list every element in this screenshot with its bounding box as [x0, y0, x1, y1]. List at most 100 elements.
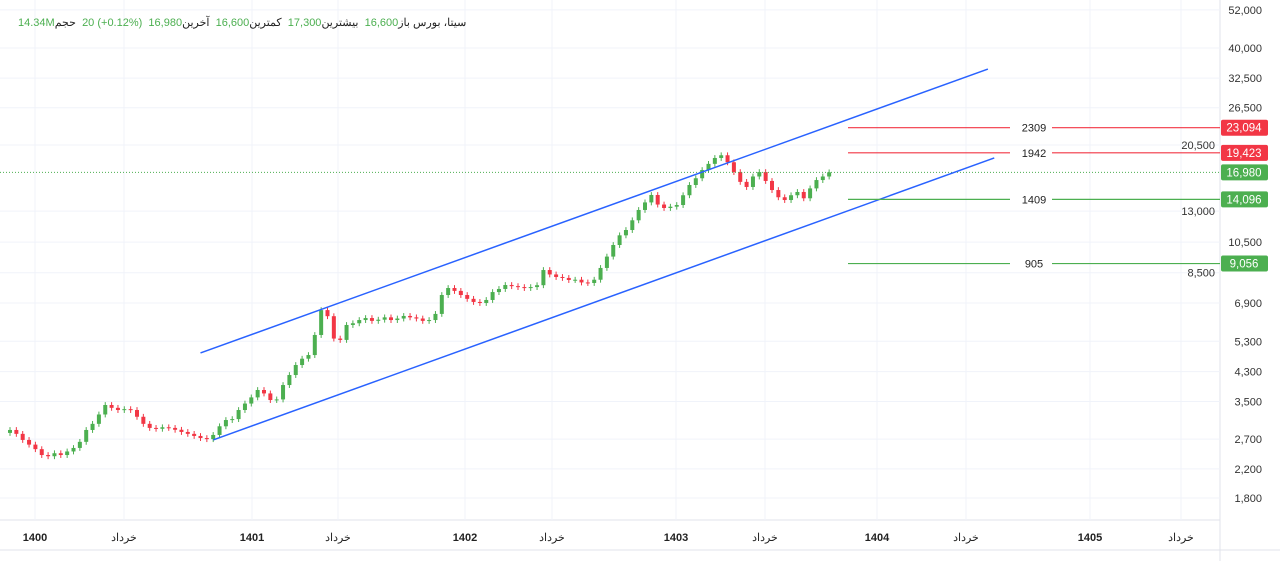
- y-tick-label: 6,900: [1234, 298, 1262, 310]
- ohlc-legend: سیتا، بورس باز16,600 بیشترین17,300 کمتری…: [18, 16, 466, 29]
- candle-body: [458, 290, 463, 296]
- candle-body: [795, 191, 800, 196]
- candle-body: [801, 191, 806, 199]
- candle-body: [300, 358, 305, 366]
- candle-body: [27, 439, 32, 445]
- candle-body: [173, 427, 178, 430]
- x-tick-label: 1403: [664, 532, 688, 544]
- y-tick-label: 20,500: [1181, 140, 1215, 152]
- candle-body: [827, 172, 832, 177]
- candle-body: [262, 390, 266, 394]
- y-tick-label: 8,500: [1187, 268, 1215, 280]
- high-value: 17,300: [287, 17, 322, 29]
- level-price-badge-bg: [1221, 255, 1268, 272]
- candle-body: [700, 170, 705, 179]
- candle-body: [204, 438, 209, 440]
- candle-body: [776, 190, 781, 198]
- candle-body: [344, 324, 349, 340]
- candle-body: [484, 299, 489, 303]
- x-tick-label: خرداد: [539, 532, 565, 544]
- candle-body: [46, 455, 51, 457]
- candle-body: [211, 434, 216, 440]
- candle-body: [39, 449, 44, 456]
- candle-body: [236, 410, 241, 420]
- candle-body: [154, 427, 159, 429]
- candle-body: [674, 205, 679, 207]
- candle-body: [268, 393, 273, 401]
- candle-body: [281, 385, 286, 400]
- candle-body: [65, 451, 70, 456]
- level-text: 905: [1025, 259, 1043, 271]
- last-price-badge-bg: [1221, 164, 1268, 181]
- candle-body: [630, 220, 635, 231]
- candle-body: [712, 157, 717, 164]
- x-tick-label: خرداد: [1168, 532, 1194, 544]
- candle-body: [414, 317, 419, 319]
- candle-body: [814, 180, 819, 189]
- x-tick-label: 1404: [865, 532, 890, 544]
- level-price-badge: 23,094: [1226, 123, 1262, 135]
- candle-body: [369, 318, 374, 321]
- channel-trend-line: [212, 157, 995, 441]
- candle-body: [490, 292, 495, 300]
- y-tick-label: 32,500: [1228, 73, 1262, 85]
- candle-body: [617, 235, 622, 246]
- candle-body: [731, 162, 736, 173]
- candle-body: [427, 320, 432, 322]
- candle-body: [547, 270, 552, 275]
- level-price-badge-bg: [1221, 119, 1268, 136]
- candle-body: [166, 427, 171, 429]
- candle-body: [744, 181, 749, 187]
- close-value: 16,980: [148, 17, 183, 29]
- y-tick-label: 5,300: [1234, 336, 1262, 348]
- candle-body: [655, 194, 660, 205]
- candle-body: [141, 416, 146, 424]
- last-price-badge: 16,980: [1226, 167, 1261, 179]
- candle-body: [58, 453, 63, 456]
- open-label: باز: [398, 17, 410, 29]
- volume-label: حجم: [54, 17, 76, 29]
- candle-body: [509, 285, 514, 287]
- candle-body: [274, 399, 279, 401]
- candle-body: [147, 423, 152, 428]
- candle-body: [312, 334, 317, 356]
- candle-body: [52, 453, 57, 457]
- candle-body: [611, 245, 616, 257]
- candle-body: [14, 429, 19, 434]
- candle-body: [217, 426, 222, 435]
- candle-body: [192, 433, 197, 436]
- channel-trend-line: [200, 68, 989, 354]
- candle-body: [249, 397, 254, 404]
- candle-body: [522, 287, 527, 289]
- candle-body: [109, 405, 114, 408]
- level-price-badge-bg: [1221, 191, 1268, 208]
- candle-body: [8, 429, 12, 433]
- candle-body: [122, 409, 127, 411]
- candle-body: [566, 277, 571, 280]
- candle-body: [446, 288, 451, 296]
- candle-body: [439, 295, 444, 314]
- level-price-badge: 14,096: [1226, 194, 1261, 206]
- candle-body: [820, 176, 825, 181]
- x-tick-label: 1400: [23, 532, 47, 544]
- x-tick-label: 1405: [1078, 532, 1102, 544]
- candle-body: [325, 310, 330, 317]
- candle-body: [541, 270, 546, 286]
- candle-body: [496, 288, 501, 293]
- candle-body: [84, 429, 89, 442]
- candle-body: [96, 414, 101, 424]
- candle-body: [477, 301, 482, 303]
- level-text: 1942: [1022, 148, 1046, 160]
- candle-body: [757, 172, 762, 177]
- level-text: 1409: [1022, 194, 1046, 206]
- candle-body: [573, 279, 578, 281]
- volume-value: 14.34M: [18, 17, 55, 29]
- candle-body: [516, 286, 520, 288]
- candle-body: [750, 176, 755, 187]
- candle-body: [528, 287, 533, 289]
- candle-body: [71, 447, 76, 452]
- candle-body: [623, 230, 628, 236]
- x-tick-label: خرداد: [111, 532, 137, 544]
